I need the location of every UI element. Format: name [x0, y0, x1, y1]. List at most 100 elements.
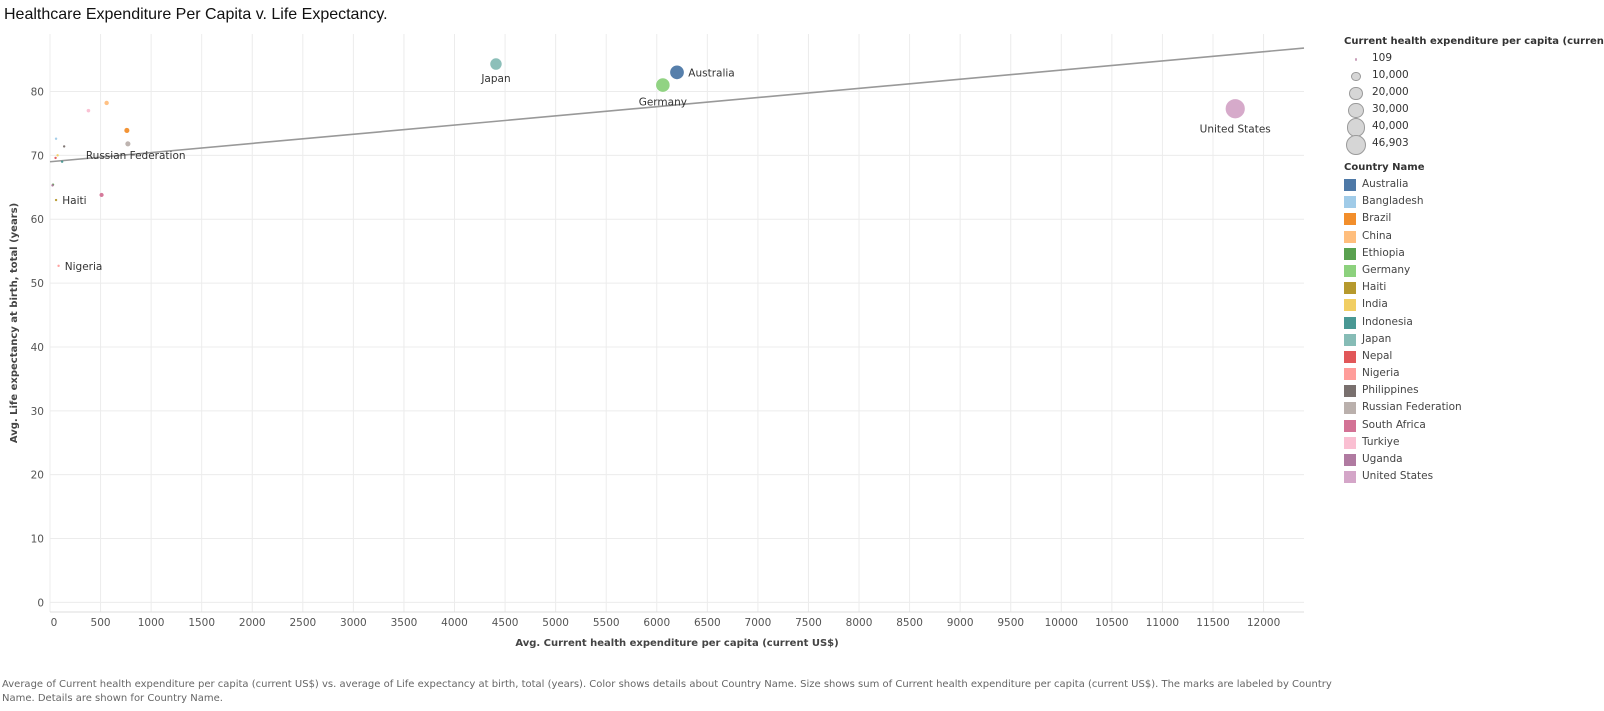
data-points [51, 57, 1246, 268]
x-tick-label: 0 [51, 617, 58, 629]
color-swatch [1344, 350, 1356, 363]
color-legend: Australia Bangladesh Brazil China Ethiopia Ge… [1344, 177, 1602, 486]
color-legend-item[interactable]: China [1344, 229, 1602, 246]
color-legend-item[interactable]: Turkiye [1344, 435, 1602, 452]
point-japan[interactable] [489, 57, 503, 71]
point-brazil[interactable] [124, 127, 130, 133]
color-legend-item[interactable]: Japan [1344, 332, 1602, 349]
color-swatch [1344, 316, 1356, 329]
x-tick-label: 1500 [188, 617, 215, 629]
point-south-africa[interactable] [99, 192, 104, 198]
y-tick-label: 60 [31, 214, 44, 226]
color-legend-item[interactable]: Nigeria [1344, 366, 1602, 383]
color-swatch [1344, 385, 1356, 398]
x-tick-label: 4500 [492, 617, 519, 629]
x-tick-label: 9500 [997, 617, 1024, 629]
size-swatch [1348, 102, 1364, 119]
color-legend-item[interactable]: Haiti [1344, 280, 1602, 297]
x-tick-label: 10000 [1045, 617, 1078, 629]
color-swatch [1344, 402, 1356, 415]
point-australia[interactable] [669, 64, 685, 80]
color-legend-label: Philippines [1362, 384, 1419, 397]
x-tick-label: 11500 [1196, 617, 1229, 629]
color-legend-label: China [1362, 229, 1392, 242]
point-philippines[interactable] [62, 145, 66, 148]
color-legend-item[interactable]: Brazil [1344, 211, 1602, 228]
color-legend-item[interactable]: South Africa [1344, 418, 1602, 435]
point-turkiye[interactable] [86, 108, 91, 113]
point-label: Japan [480, 73, 510, 85]
color-legend-item[interactable]: United States [1344, 469, 1602, 486]
point-haiti[interactable] [54, 198, 58, 202]
point-indonesia[interactable] [60, 160, 64, 163]
color-swatch [1344, 333, 1356, 346]
y-tick-label: 80 [31, 86, 44, 98]
x-tick-label: 3500 [391, 617, 418, 629]
x-tick-label: 1000 [138, 617, 165, 629]
size-legend-label: 20,000 [1372, 86, 1409, 98]
trend-line-group [49, 47, 1305, 163]
color-legend-label: Russian Federation [1362, 401, 1462, 414]
color-legend-label: India [1362, 298, 1388, 311]
size-legend-item: 109 [1344, 51, 1602, 68]
color-legend-item[interactable]: Uganda [1344, 452, 1602, 469]
size-legend-label: 10,000 [1372, 69, 1409, 81]
x-tick-label: 2500 [289, 617, 316, 629]
x-tick-label: 10500 [1095, 617, 1128, 629]
color-legend-item[interactable]: Philippines [1344, 383, 1602, 400]
color-swatch [1344, 282, 1356, 295]
y-tick-label: 30 [31, 406, 44, 418]
color-swatch [1344, 247, 1356, 260]
color-legend-label: Uganda [1362, 453, 1403, 465]
color-legend-item[interactable]: Russian Federation [1344, 400, 1602, 417]
x-tick-label: 7500 [795, 617, 822, 629]
y-axis-ticks: 0 10 20 30 40 50 60 70 80 [31, 86, 44, 609]
point-nigeria[interactable] [57, 264, 60, 268]
color-legend-label: United States [1362, 470, 1434, 483]
size-swatch [1354, 58, 1358, 61]
x-tick-label: 2000 [239, 617, 266, 629]
size-swatch [1346, 118, 1366, 137]
x-tick-label: 6500 [694, 617, 721, 629]
color-swatch [1344, 436, 1356, 449]
x-tick-label: 8000 [846, 617, 873, 629]
color-legend-label: Australia [1362, 178, 1409, 190]
size-swatch [1346, 134, 1366, 155]
color-legend-item[interactable]: Indonesia [1344, 315, 1602, 332]
point-germany[interactable] [655, 77, 671, 93]
size-legend-label: 30,000 [1372, 103, 1409, 115]
color-legend-item[interactable]: Nepal [1344, 349, 1602, 366]
x-tick-label: 8500 [896, 617, 923, 629]
y-tick-label: 70 [31, 150, 44, 162]
legend: Current health expenditure per capita (c… [1344, 36, 1604, 486]
point-nepal[interactable] [54, 156, 57, 160]
point-united-states[interactable] [1224, 98, 1246, 120]
color-swatch [1344, 299, 1356, 312]
point-china[interactable] [104, 100, 109, 106]
x-tick-label: 5000 [542, 617, 569, 629]
x-tick-label: 500 [91, 617, 111, 629]
color-swatch [1344, 419, 1356, 432]
point-india[interactable] [56, 154, 59, 157]
chart-caption: Average of Current health expenditure pe… [2, 679, 1332, 704]
size-legend-item: 30,000 [1344, 102, 1602, 119]
color-swatch [1344, 368, 1356, 381]
color-legend-item[interactable]: Ethiopia [1344, 246, 1602, 263]
color-legend-item[interactable]: Bangladesh [1344, 194, 1602, 211]
color-legend-item[interactable]: India [1344, 297, 1602, 314]
y-tick-label: 50 [31, 278, 44, 290]
color-legend-label: South Africa [1362, 418, 1426, 431]
y-tick-label: 10 [31, 534, 44, 546]
size-legend-label: 109 [1372, 52, 1393, 64]
color-legend-item[interactable]: Australia [1344, 177, 1602, 194]
trend-line [49, 47, 1305, 163]
point-bangladesh[interactable] [54, 137, 58, 140]
point-uganda[interactable] [51, 184, 54, 187]
point-russian-federation[interactable] [125, 141, 131, 147]
point-label: Australia [688, 67, 734, 79]
x-tick-label: 7000 [745, 617, 772, 629]
color-legend-label: Haiti [1362, 281, 1387, 294]
color-legend-label: Indonesia [1362, 315, 1413, 328]
x-tick-label: 5500 [593, 617, 620, 629]
color-legend-item[interactable]: Germany [1344, 263, 1602, 280]
